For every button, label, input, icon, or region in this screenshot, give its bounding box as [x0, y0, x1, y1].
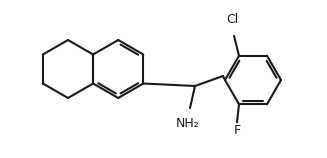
Text: Cl: Cl — [226, 13, 238, 26]
Text: F: F — [233, 124, 241, 137]
Text: NH₂: NH₂ — [176, 117, 200, 130]
